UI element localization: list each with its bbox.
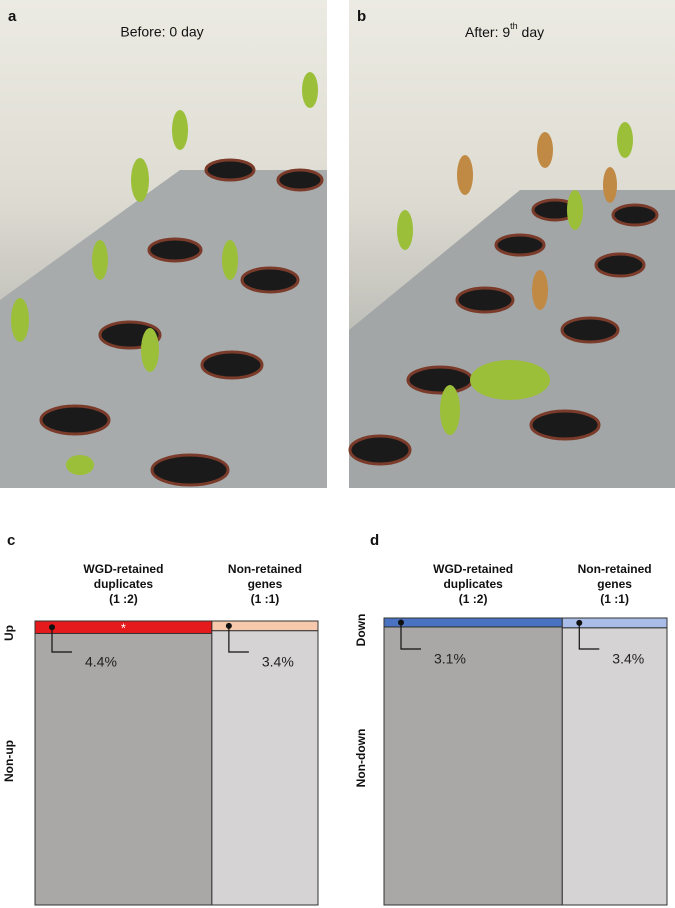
annotation-line: [228, 625, 249, 653]
rest-segment: [211, 630, 319, 906]
row-label: Down: [354, 614, 368, 647]
photo-caption: After: 9th day: [465, 21, 544, 39]
column-label: genes: [597, 577, 632, 591]
top-segment: [561, 617, 668, 629]
caption-sup: th: [510, 21, 518, 31]
caption-tail: day: [518, 24, 544, 40]
caption-text: After: 9: [465, 24, 510, 40]
column-label: (1 :1): [251, 592, 280, 606]
rest-segment: [561, 627, 668, 906]
column-label: (1 :2): [109, 592, 138, 606]
annotation-line: [578, 622, 600, 650]
top-segment: [383, 617, 563, 628]
rest-segment: [34, 632, 213, 906]
value-label: 3.4%: [262, 654, 294, 670]
column-label: duplicates: [443, 577, 503, 591]
column-label: Non-retained: [228, 562, 302, 576]
row-label: Non-down: [354, 729, 368, 788]
column-label: WGD-retained: [433, 562, 513, 576]
column-label: (1 :2): [459, 592, 488, 606]
column-label: Non-retained: [578, 562, 652, 576]
panel-letter: c: [7, 532, 15, 549]
photo-a: [0, 0, 327, 488]
photo-b: [348, 0, 675, 488]
annotation-line: [51, 627, 72, 653]
photo-caption: Before: 0 day: [120, 24, 203, 40]
annotation-line: [400, 622, 421, 650]
value-label: 3.4%: [612, 651, 644, 667]
panel-letter: a: [8, 8, 17, 25]
panel-letter: b: [357, 8, 366, 25]
value-label: 3.1%: [434, 651, 466, 667]
rest-segment: [383, 626, 563, 906]
panel-letter: d: [370, 532, 379, 549]
value-label: 4.4%: [85, 654, 117, 670]
row-label: Up: [2, 625, 16, 641]
column-label: genes: [248, 577, 283, 591]
column-label: duplicates: [94, 577, 154, 591]
column-label: (1 :1): [600, 592, 629, 606]
column-label: WGD-retained: [83, 562, 163, 576]
top-segment: [211, 620, 319, 632]
significance-mark: *: [121, 621, 126, 636]
row-label: Non-up: [2, 740, 16, 782]
